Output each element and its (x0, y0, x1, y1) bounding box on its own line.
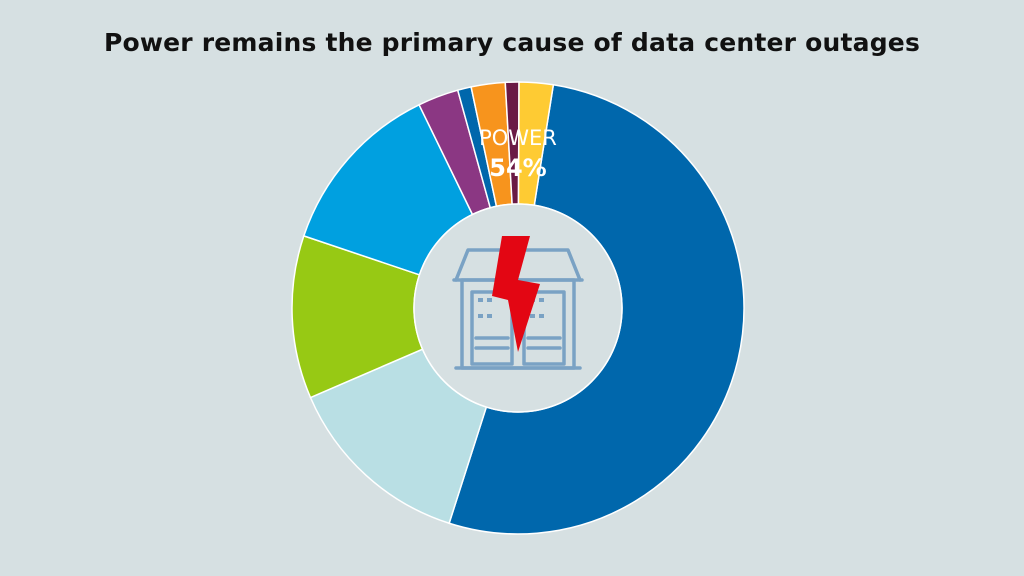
power-slice-label: POWER (479, 126, 557, 150)
data-center-power-outage-icon (452, 236, 584, 370)
power-slice-value: 54% (489, 154, 546, 182)
chart-title: Power remains the primary cause of data … (103, 28, 921, 57)
